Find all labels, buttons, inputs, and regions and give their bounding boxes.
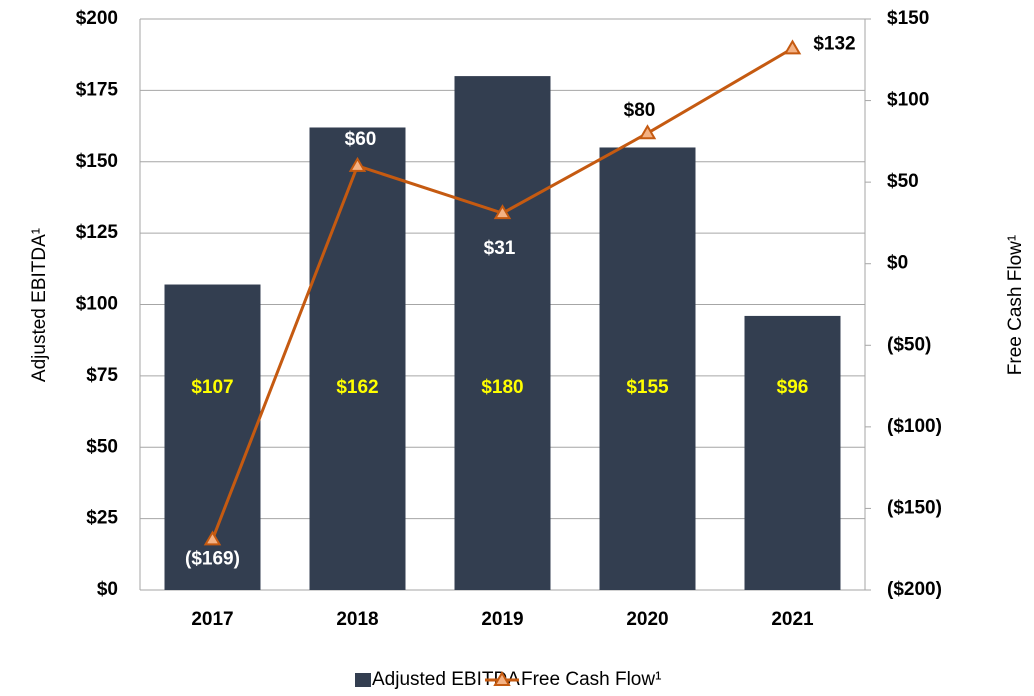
line-marker (348, 156, 367, 172)
line-marker (783, 39, 802, 55)
legend-swatch (355, 673, 371, 687)
y2-tick-label: $50 (887, 171, 919, 192)
bar (599, 147, 696, 590)
y-tick-label: $75 (86, 365, 118, 386)
y2-axis-label: Free Cash Flow¹ (1005, 235, 1026, 375)
x-tick-label: 2018 (336, 609, 378, 630)
y2-tick-label: $100 (887, 90, 929, 111)
legend-swatch (493, 671, 511, 686)
y2-tick-label: $0 (887, 253, 908, 274)
x-tick-label: 2021 (771, 609, 814, 630)
y-tick-label: $25 (86, 508, 118, 529)
y2-tick-label: ($200) (887, 579, 942, 600)
bar-value-label: $180 (481, 377, 523, 398)
bar-value-label: $107 (191, 377, 233, 398)
line-marker (203, 530, 222, 546)
y-axis-label: Adjusted EBITDA¹ (29, 228, 50, 382)
y-tick-label: $200 (76, 8, 118, 29)
line-marker (493, 204, 512, 220)
line-value-label: $60 (345, 129, 377, 150)
x-tick-label: 2020 (626, 609, 668, 630)
y-tick-label: $125 (76, 222, 119, 243)
bar-value-label: $96 (777, 377, 809, 398)
y-tick-label: $175 (76, 79, 119, 100)
y-tick-label: $0 (97, 579, 118, 600)
y2-tick-label: ($150) (887, 497, 942, 518)
line-marker (638, 124, 657, 140)
y-tick-label: $100 (76, 294, 118, 315)
y2-tick-label: ($50) (887, 334, 931, 355)
line-value-label: ($169) (185, 548, 240, 569)
y2-tick-label: $150 (887, 8, 929, 29)
y-tick-label: $50 (86, 436, 118, 457)
line-value-label: $31 (484, 238, 516, 259)
bar (454, 76, 551, 591)
line-value-label: $80 (624, 100, 656, 121)
bar-value-label: $155 (626, 377, 669, 398)
y2-tick-label: ($100) (887, 416, 942, 437)
bar (744, 315, 841, 590)
line-value-label: $132 (813, 33, 855, 54)
legend-label: Free Cash Flow¹ (521, 669, 661, 690)
x-tick-label: 2017 (191, 609, 233, 630)
bar (309, 127, 406, 591)
y-tick-label: $150 (76, 151, 118, 172)
legend-label: Adjusted EBITDA (372, 669, 520, 690)
x-tick-label: 2019 (481, 609, 523, 630)
bar-value-label: $162 (336, 377, 378, 398)
